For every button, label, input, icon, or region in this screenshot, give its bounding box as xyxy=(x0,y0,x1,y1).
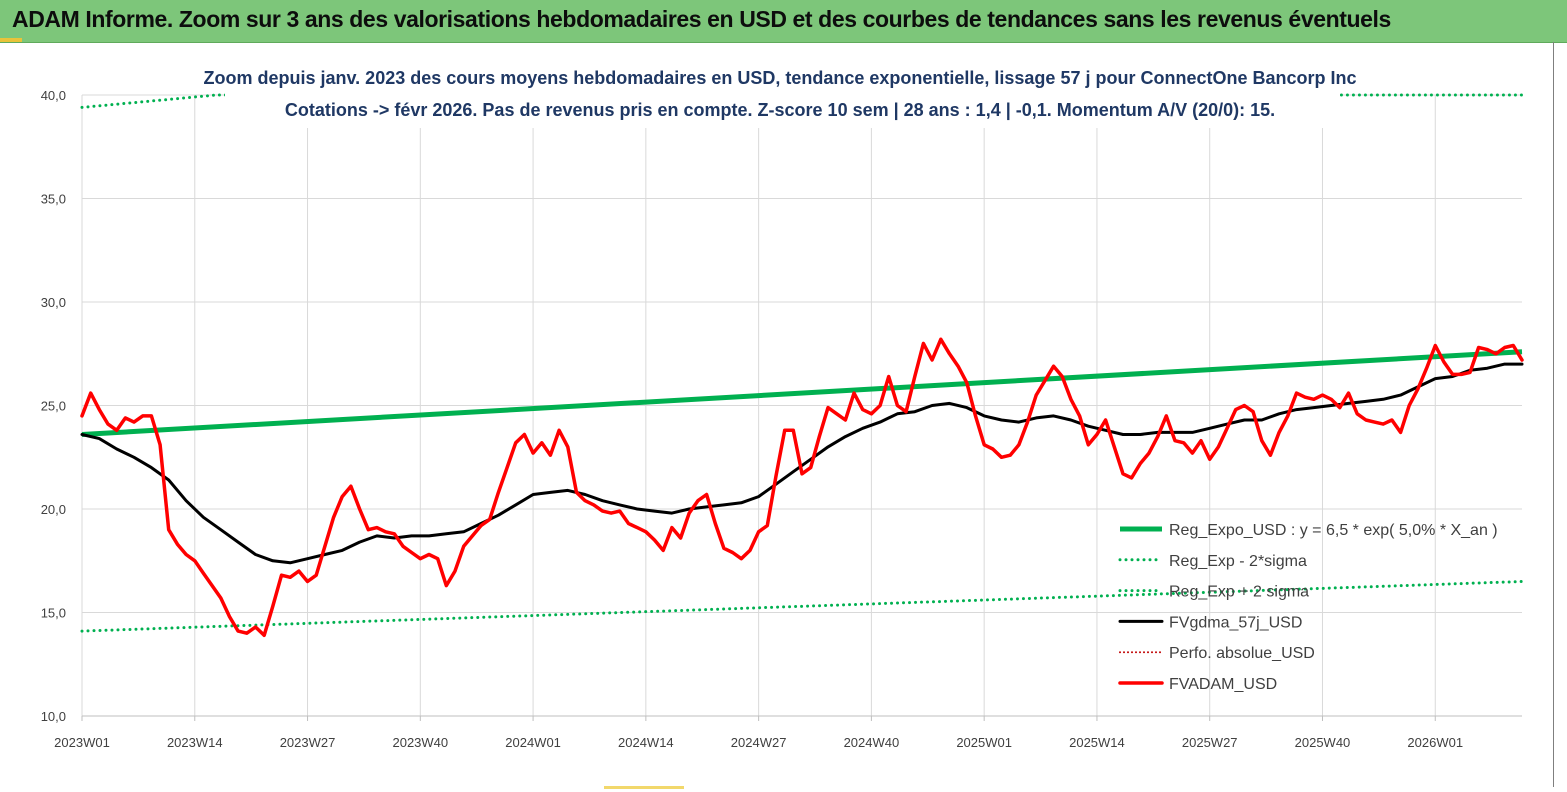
reg-expo-usd-line xyxy=(81,349,1523,437)
reg-exp-plus-2sigma-legend-label: Reg_Exp + 2 sigma xyxy=(1169,584,1309,601)
y-tick-label: 10,0 xyxy=(41,709,66,724)
x-tick-label: 2023W27 xyxy=(280,735,336,750)
series-lines xyxy=(80,93,1524,638)
reg-exp-minus-2sigma-legend-label: Reg_Exp - 2*sigma xyxy=(1169,553,1307,570)
x-tick-label: 2023W01 xyxy=(54,735,110,750)
y-tick-label: 15,0 xyxy=(41,606,66,621)
axes: 2023W01 2023W14 2023W27 2023W40 2024W01 2024W… xyxy=(41,88,1522,750)
chart-title-line-1: Zoom depuis janv. 2023 des cours moyens … xyxy=(204,68,1357,88)
reg-expo-usd-legend-label: Reg_Expo_USD : y = 6,5 * exp( 5,0% * X_a… xyxy=(1169,522,1498,539)
y-tick-label: 20,0 xyxy=(41,502,66,517)
report-title: ADAM Informe. Zoom sur 3 ans des valoris… xyxy=(12,6,1391,32)
reg-exp-minus-2sigma-line xyxy=(80,580,1524,633)
x-tick-label: 2025W14 xyxy=(1069,735,1125,750)
fvadam-usd-line xyxy=(80,337,1524,638)
x-tick-label: 2023W14 xyxy=(167,735,223,750)
x-tick-label: 2024W27 xyxy=(731,735,787,750)
y-tick-label: 40,0 xyxy=(41,88,66,103)
x-tick-label: 2026W01 xyxy=(1407,735,1463,750)
report-header: ADAM Informe. Zoom sur 3 ans des valoris… xyxy=(0,0,1567,43)
title-backdrop xyxy=(225,62,1340,128)
perfo-absolue-usd-legend-label: Perfo. absolue_USD xyxy=(1169,645,1315,662)
y-tick-label: 30,0 xyxy=(41,295,66,310)
x-tick-label: 2024W40 xyxy=(844,735,900,750)
x-tick-label: 2024W14 xyxy=(618,735,674,750)
x-tick-label: 2023W40 xyxy=(392,735,448,750)
legend: Reg_Expo_USD : y = 6,5 * exp( 5,0% * X_a… xyxy=(1118,522,1498,693)
frame-edge xyxy=(1553,42,1554,787)
x-tick-label: 2025W27 xyxy=(1182,735,1238,750)
header-accent xyxy=(0,38,22,42)
x-tick-label: 2025W40 xyxy=(1295,735,1351,750)
y-tick-label: 25,0 xyxy=(41,399,66,414)
fvgdma-57j-usd-legend-label: FVgdma_57j_USD xyxy=(1169,614,1302,631)
bottom-accent xyxy=(604,786,684,789)
chart-title-line-2: Cotations -> févr 2026. Pas de revenus p… xyxy=(285,100,1275,120)
x-tick-label: 2025W01 xyxy=(956,735,1012,750)
y-tick-label: 35,0 xyxy=(41,192,66,207)
fvadam-usd-legend-label: FVADAM_USD xyxy=(1169,676,1277,693)
x-tick-label: 2024W01 xyxy=(505,735,561,750)
